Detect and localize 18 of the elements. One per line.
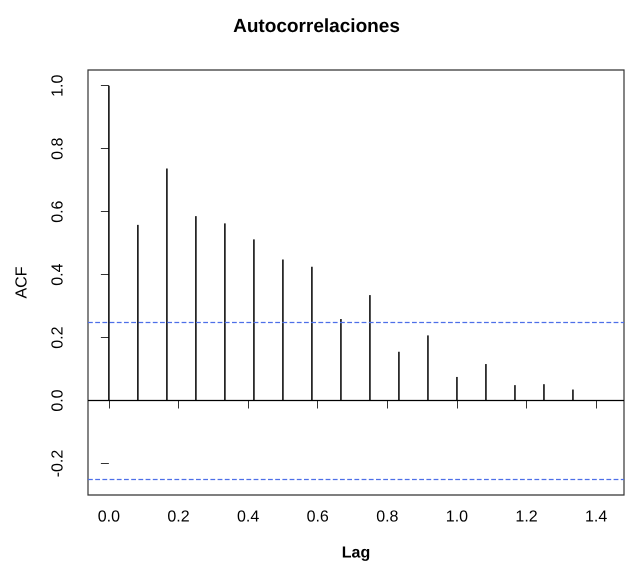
x-tick-label: 0.2 (167, 508, 190, 526)
x-axis-title: Lag (342, 544, 370, 562)
x-tick-label: 0.6 (306, 508, 329, 526)
x-tick-label: 0.8 (376, 508, 399, 526)
x-tick-label: 1.4 (585, 508, 608, 526)
y-tick-label: 1.0 (50, 74, 66, 97)
chart-title: Autocorrelaciones (233, 16, 400, 37)
y-axis-title: ACF (14, 266, 30, 298)
y-tick-label: -0.2 (50, 450, 66, 478)
y-tick-label: 0.8 (50, 137, 66, 160)
x-tick-label: 0.0 (98, 508, 120, 526)
y-tick-label: 0.2 (50, 326, 66, 349)
x-tick-label: 1.0 (446, 508, 468, 526)
x-tick-label: 0.4 (236, 508, 260, 526)
y-tick-label: 0.4 (50, 263, 66, 286)
x-tick-label: 1.2 (515, 508, 538, 526)
y-tick-label: 0.0 (50, 389, 66, 412)
y-tick-label: 0.6 (50, 200, 66, 223)
